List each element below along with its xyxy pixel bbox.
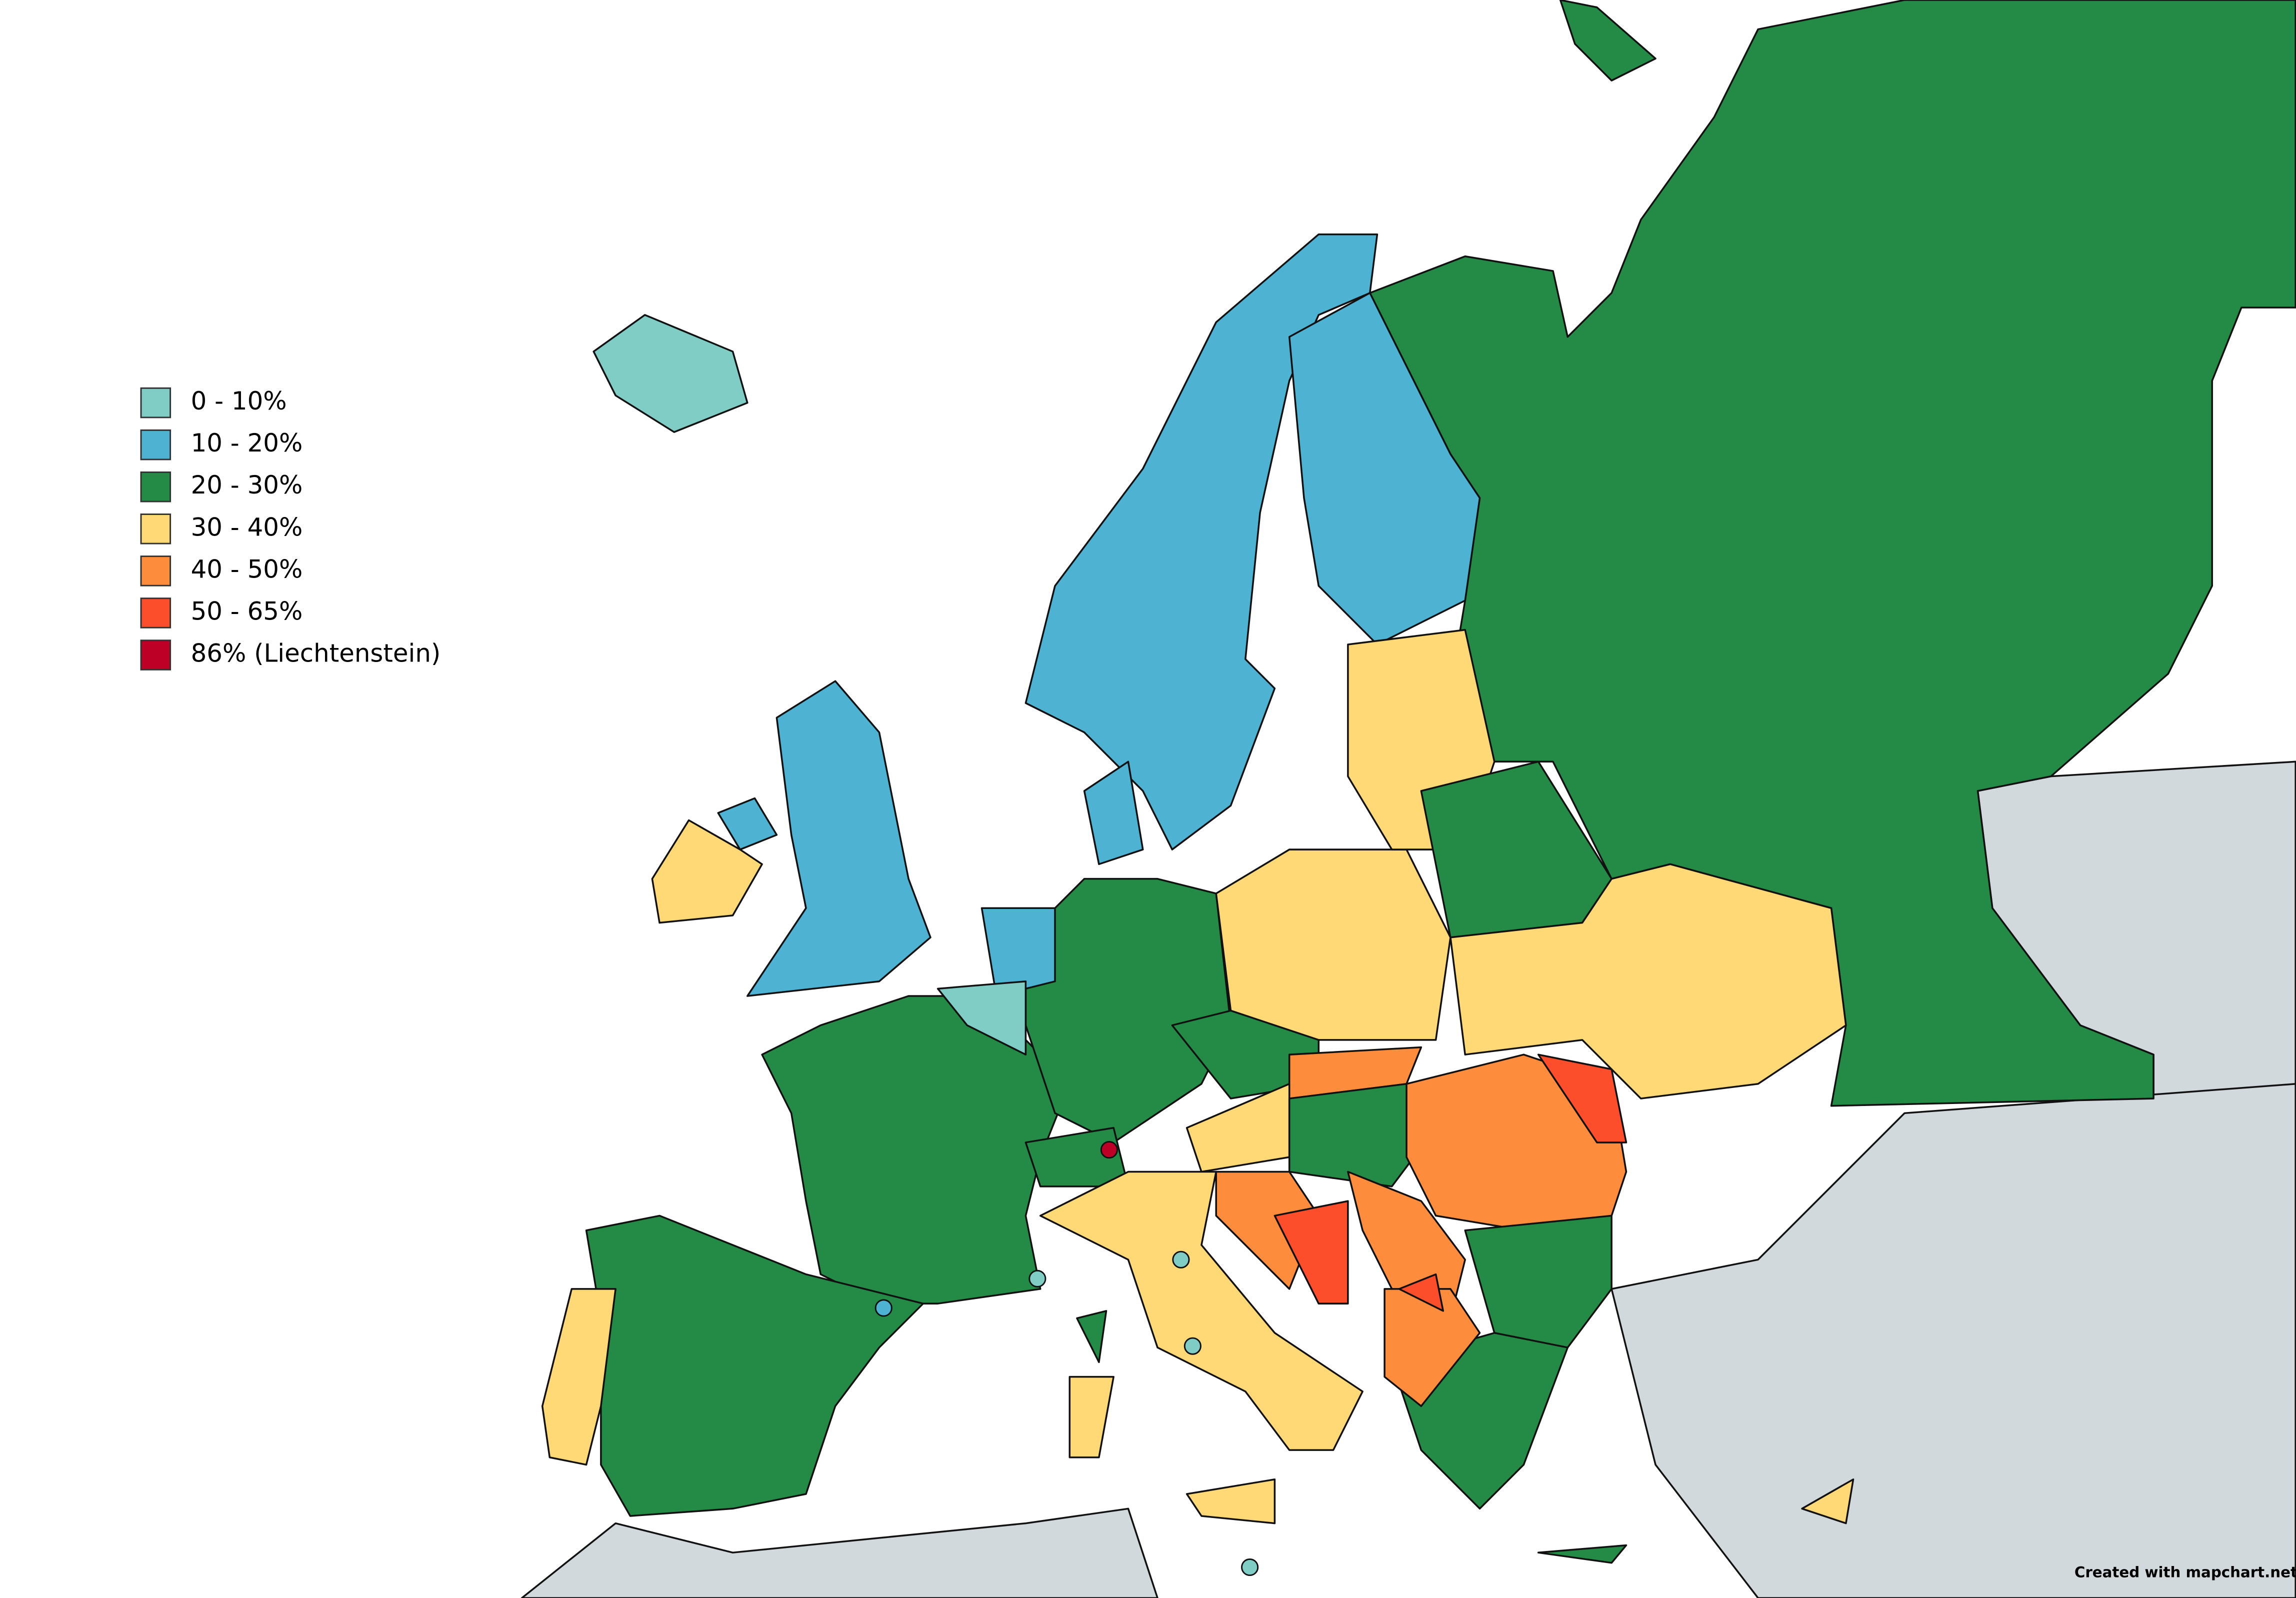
legend-label: 0 - 10% <box>191 386 287 416</box>
legend-swatch <box>140 598 172 628</box>
microstate-dot <box>874 1299 892 1317</box>
credit: Created with mapchart.net <box>2074 1564 2296 1581</box>
legend-label: 86% (Liechtenstein) <box>191 639 441 668</box>
gray-south <box>1610 1083 2296 1598</box>
belgium <box>936 980 1027 1056</box>
legend-swatch <box>140 471 172 502</box>
legend-swatch <box>140 387 172 418</box>
gray-africa <box>520 1508 1158 1598</box>
legend-label: 40 - 50% <box>191 554 303 584</box>
germany <box>1024 878 1232 1144</box>
ukraine <box>1450 863 1847 1100</box>
spain <box>585 1214 924 1517</box>
microstate-dot <box>1241 1558 1259 1576</box>
novaya-zemlya <box>1559 0 1656 82</box>
france <box>761 995 1071 1304</box>
croatia <box>1215 1170 1320 1290</box>
scandinavia <box>1024 233 1378 850</box>
britain <box>746 680 932 997</box>
land-layer <box>520 0 2296 1598</box>
legend-label: 10 - 20% <box>191 428 303 458</box>
kosovo <box>1398 1273 1444 1312</box>
legend-swatch <box>140 640 172 670</box>
microstate-dot <box>1100 1141 1118 1159</box>
italy <box>1039 1170 1364 1451</box>
poland <box>1215 848 1452 1041</box>
legend-label: 30 - 40% <box>191 512 303 542</box>
microstate-dot <box>1028 1270 1046 1288</box>
sardinia <box>1068 1376 1114 1458</box>
iceland <box>592 314 748 433</box>
legend-swatch <box>140 514 172 544</box>
legend-swatch <box>140 556 172 586</box>
netherlands <box>980 907 1056 997</box>
microstate-dot <box>1172 1250 1190 1268</box>
northern-ireland <box>717 797 778 850</box>
moldova <box>1537 1054 1628 1144</box>
bulgaria <box>1464 1214 1612 1348</box>
finland <box>1288 292 1481 646</box>
legend-swatch <box>140 429 172 460</box>
ireland <box>651 819 763 924</box>
sicily <box>1186 1478 1276 1524</box>
cyprus <box>1801 1478 1854 1524</box>
portugal <box>541 1288 616 1466</box>
legend-label: 20 - 30% <box>191 470 303 500</box>
bosnia <box>1274 1200 1349 1304</box>
legend: 0 - 10% 10 - 20% 20 - 30% 30 - 40% 40 - 50% 5… <box>140 386 441 670</box>
microstate-dot <box>1184 1337 1202 1355</box>
legend-label: 50 - 65% <box>191 596 303 626</box>
crete <box>1537 1544 1628 1564</box>
denmark <box>1083 760 1144 866</box>
corsica <box>1076 1310 1108 1364</box>
